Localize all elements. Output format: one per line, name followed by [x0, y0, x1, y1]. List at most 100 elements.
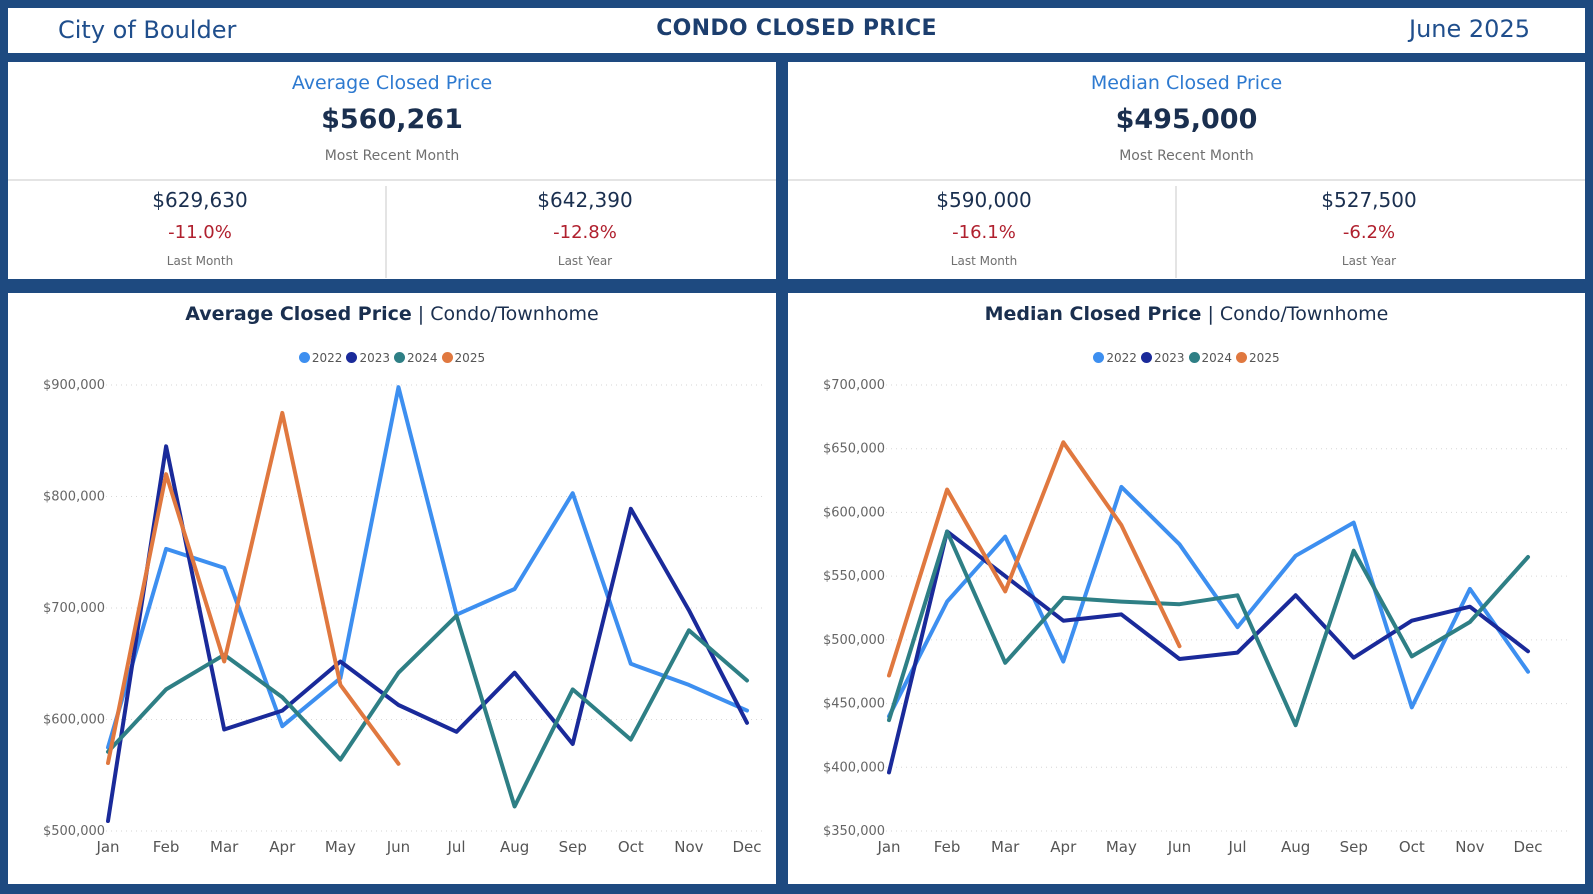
x-tick-label: Sep [1340, 838, 1368, 856]
x-tick-label: Mar [991, 838, 1020, 856]
chart-plot: $350,000 $400,000 $450,000 $500,000 $550,000… [823, 378, 1571, 856]
series-line-2024[interactable] [106, 613, 749, 809]
legend-item-2022[interactable]: 2022 [1093, 351, 1137, 365]
legend-label: 2025 [454, 351, 486, 365]
y-tick-label: $600,000 [823, 505, 885, 520]
comparison-change: -16.1% [952, 222, 1016, 243]
comparison-change: -6.2% [1342, 222, 1396, 243]
report-period: June 2025 [1409, 15, 1530, 43]
legend-item-2022[interactable]: 2022 [298, 351, 343, 365]
x-tick-label: Jan [95, 838, 119, 856]
series-line-2023[interactable] [106, 444, 749, 823]
series-line-2024[interactable] [887, 529, 1530, 728]
chart-plot: $500,000 $600,000 $700,000 $800,000 $900,000… [43, 378, 762, 856]
x-tick-label: May [325, 838, 356, 856]
kpi-subtitle: Most Recent Month [1119, 148, 1254, 164]
chart-title-main: Average Closed Price [185, 303, 412, 325]
x-tick-label: Jun [386, 838, 410, 856]
series-line-2023[interactable] [887, 529, 1530, 775]
legend-marker [1188, 352, 1200, 363]
legend-marker [394, 352, 405, 363]
legend-label: 2023 [359, 351, 390, 365]
chart-title: Median Closed Price | Condo/Townhome [788, 303, 1585, 325]
x-tick-label: Feb [934, 838, 961, 856]
y-tick-label: $450,000 [823, 697, 885, 712]
x-tick-label: Nov [674, 838, 703, 856]
chart-title-sub: | Condo/Townhome [417, 303, 599, 325]
page-title: CONDO CLOSED PRICE [656, 16, 937, 41]
comparison-value: $629,630 [152, 188, 248, 212]
legend-item-2025[interactable]: 2025 [441, 351, 486, 365]
chart-title: Average Closed Price | Condo/Townhome [8, 303, 776, 325]
chart-title-sub: | Condo/Townhome [1207, 303, 1389, 325]
x-tick-label: Jun [1167, 838, 1191, 856]
city-name: City of Boulder [58, 16, 237, 44]
last-year-comparison: $527,500 -6.2% Last Year [1269, 188, 1469, 268]
x-tick-label: Nov [1455, 838, 1484, 856]
average-price-chart: Average Closed Price | Condo/Townhome 20… [8, 293, 776, 884]
last-month-comparison: $629,630 -11.0% Last Month [100, 188, 300, 268]
legend-item-2024[interactable]: 2024 [394, 351, 438, 365]
median-price-chart: Median Closed Price | Condo/Townhome 202… [788, 293, 1585, 884]
y-tick-label: $500,000 [823, 633, 885, 648]
y-tick-label: $550,000 [823, 569, 885, 584]
legend-marker [298, 352, 310, 363]
series-line-2022[interactable] [887, 484, 1530, 719]
legend-marker [1140, 352, 1152, 363]
kpi-title: Median Closed Price [1090, 72, 1283, 94]
y-tick-label: $700,000 [823, 378, 885, 393]
x-tick-label: Dec [732, 838, 761, 856]
y-tick-label: $700,000 [43, 601, 105, 616]
comparison-value: $590,000 [936, 188, 1032, 212]
comparison-label: Last Month [950, 254, 1018, 268]
average-kpi-card: Average Closed Price $560,261 Most Recen… [8, 62, 776, 279]
legend-label: 2022 [311, 351, 343, 365]
x-tick-label: Feb [153, 838, 180, 856]
legend-marker [1236, 352, 1248, 363]
comparison-value: $642,390 [537, 188, 633, 212]
divider [788, 179, 1585, 181]
chart-title-main: Median Closed Price [984, 303, 1202, 325]
x-tick-label: Jul [446, 838, 465, 856]
median-kpi-card: Median Closed Price $495,000 Most Recent… [788, 62, 1585, 279]
last-month-comparison: $590,000 -16.1% Last Month [884, 188, 1084, 268]
kpi-value: $495,000 [1115, 104, 1258, 135]
y-tick-label: $350,000 [823, 824, 885, 839]
header-bar: City of Boulder CONDO CLOSED PRICE June … [8, 8, 1585, 53]
legend-label: 2022 [1106, 351, 1137, 365]
comparison-label: Last Year [557, 254, 613, 268]
legend-marker [1093, 352, 1105, 363]
comparison-change: -12.8% [553, 222, 617, 243]
legend-item-2023[interactable]: 2023 [346, 351, 390, 365]
series-line-2025[interactable] [887, 440, 1182, 678]
chart-legend: 2022 2023 2024 2025 [8, 351, 776, 365]
x-tick-label: May [1106, 838, 1137, 856]
kpi-title: Average Closed Price [291, 72, 493, 94]
x-tick-label: Oct [618, 838, 644, 856]
comparison-change: -11.0% [168, 222, 232, 243]
last-year-comparison: $642,390 -12.8% Last Year [485, 188, 685, 268]
legend-label: 2025 [1249, 351, 1280, 365]
y-tick-label: $900,000 [43, 378, 105, 393]
series-line-2025[interactable] [106, 410, 401, 766]
divider [8, 179, 776, 181]
comparison-value: $527,500 [1321, 188, 1417, 212]
comparison-label: Last Year [1341, 254, 1397, 268]
legend-item-2025[interactable]: 2025 [1236, 351, 1280, 365]
x-tick-label: Oct [1399, 838, 1425, 856]
chart-legend: 2022 2023 2024 2025 [788, 351, 1585, 365]
legend-label: 2023 [1153, 351, 1185, 365]
x-tick-label: Jan [876, 838, 900, 856]
legend-item-2024[interactable]: 2024 [1188, 351, 1232, 365]
divider [385, 186, 387, 278]
y-tick-label: $500,000 [43, 824, 105, 839]
y-tick-label: $800,000 [43, 490, 105, 505]
legend-label: 2024 [407, 351, 438, 365]
series-line-2022[interactable] [106, 385, 749, 750]
x-tick-label: Dec [1513, 838, 1542, 856]
legend-item-2023[interactable]: 2023 [1140, 351, 1185, 365]
comparison-label: Last Month [166, 254, 234, 268]
y-tick-label: $400,000 [823, 760, 885, 775]
x-tick-label: Sep [559, 838, 587, 856]
kpi-value: $560,261 [321, 104, 463, 135]
